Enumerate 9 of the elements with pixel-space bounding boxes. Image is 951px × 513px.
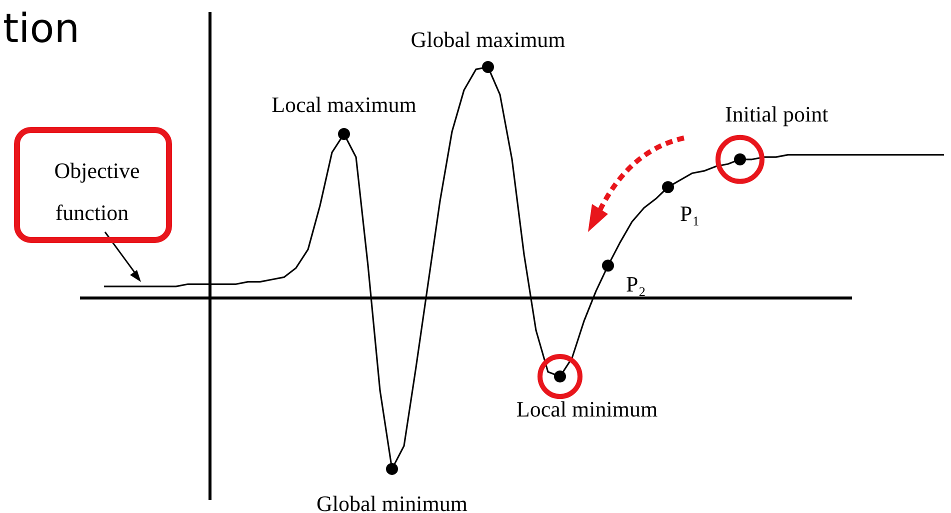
chart-title: tion <box>3 6 80 52</box>
annotation: P₁ <box>680 201 700 226</box>
annotation: Local maximum <box>272 92 416 117</box>
text: Global maximum <box>410 27 566 52</box>
annotation: P₂ <box>626 272 646 297</box>
annotation: Local minimum <box>516 396 658 422</box>
text: Global minimum <box>316 490 468 513</box>
annotation: Objective function <box>54 158 140 225</box>
annotation: Initial point <box>725 101 828 126</box>
